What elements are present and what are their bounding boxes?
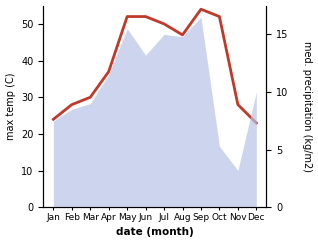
Y-axis label: max temp (C): max temp (C)	[5, 73, 16, 140]
Y-axis label: med. precipitation (kg/m2): med. precipitation (kg/m2)	[302, 41, 313, 172]
X-axis label: date (month): date (month)	[116, 227, 194, 237]
